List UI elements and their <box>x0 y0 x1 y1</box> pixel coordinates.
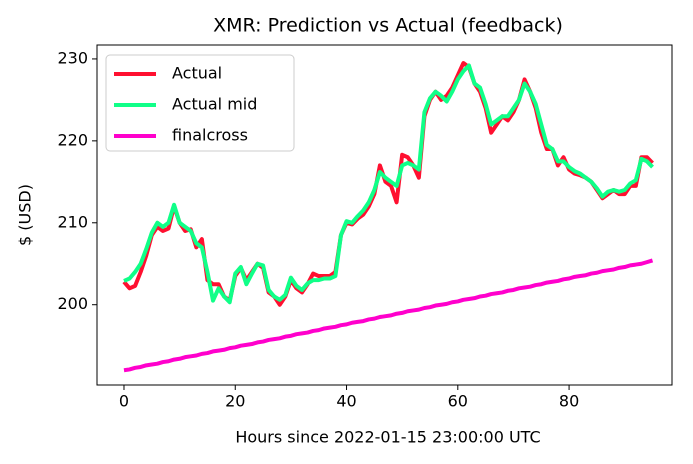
y-tick-label: 230 <box>57 48 88 67</box>
x-tick-label: 40 <box>336 392 356 411</box>
series-line <box>122 61 654 307</box>
legend-label: Actual mid <box>172 95 257 114</box>
y-tick-label: 200 <box>57 294 88 313</box>
x-tick-label: 60 <box>448 392 468 411</box>
y-tick-label: 210 <box>57 212 88 231</box>
series-line <box>123 63 654 305</box>
chart-title: XMR: Prediction vs Actual (feedback) <box>213 15 563 37</box>
legend-box <box>105 54 295 152</box>
y-axis-label: $ (USD) <box>16 184 35 246</box>
series-line <box>123 258 654 373</box>
x-tick-label: 80 <box>559 392 579 411</box>
plot-frame <box>96 44 673 386</box>
x-tick-label: 0 <box>119 392 129 411</box>
legend-label: Actual <box>172 64 222 83</box>
y-tick-label: 220 <box>57 130 88 149</box>
legend-label: finalcross <box>172 126 248 145</box>
x-tick-label: 20 <box>225 392 245 411</box>
x-axis-label: Hours since 2022-01-15 23:00:00 UTC <box>235 428 540 447</box>
